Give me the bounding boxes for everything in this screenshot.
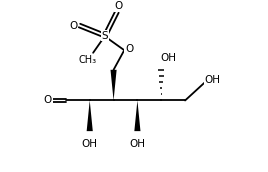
Text: OH: OH (160, 53, 176, 63)
Text: S: S (102, 31, 108, 41)
Text: CH₃: CH₃ (79, 55, 97, 65)
Text: O: O (114, 1, 123, 11)
Polygon shape (110, 70, 117, 100)
Polygon shape (87, 100, 93, 131)
Text: O: O (125, 44, 133, 54)
Text: OH: OH (129, 139, 146, 149)
Text: O: O (44, 95, 52, 105)
Polygon shape (134, 100, 140, 131)
Text: O: O (69, 21, 78, 31)
Text: OH: OH (204, 75, 220, 85)
Text: OH: OH (82, 139, 98, 149)
